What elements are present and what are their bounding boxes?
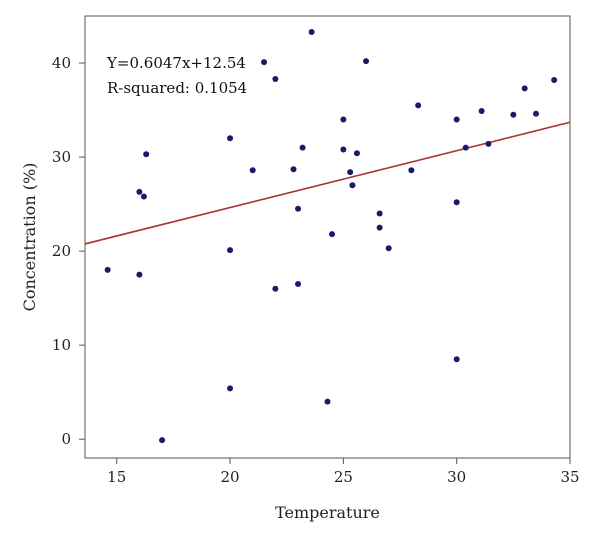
ticks-layer: 15 20 25 30 35 0 10 20 30 40 xyxy=(52,54,580,486)
data-point xyxy=(272,285,279,292)
data-point xyxy=(453,116,460,123)
y-tick-label: 20 xyxy=(52,242,71,260)
data-point xyxy=(159,437,166,444)
x-axis-title: Temperature xyxy=(275,503,380,522)
data-point xyxy=(521,85,528,92)
data-point xyxy=(136,271,143,278)
data-point xyxy=(140,193,147,200)
data-point xyxy=(347,169,354,176)
points-layer xyxy=(104,28,558,444)
data-point xyxy=(261,59,268,66)
data-point xyxy=(408,167,415,174)
data-point xyxy=(324,398,331,405)
regression-line xyxy=(84,121,571,245)
data-point xyxy=(340,146,347,153)
data-point xyxy=(227,385,234,392)
y-tick-label: 30 xyxy=(52,148,71,166)
data-point xyxy=(453,199,460,206)
data-point xyxy=(551,76,558,83)
data-point xyxy=(299,144,306,151)
x-tick-label: 35 xyxy=(560,468,579,486)
y-tick-label: 10 xyxy=(52,336,71,354)
plot-area-frame xyxy=(84,15,571,459)
x-tick-label: 20 xyxy=(220,468,239,486)
data-point xyxy=(376,210,383,217)
data-point xyxy=(249,167,256,174)
data-point xyxy=(363,58,370,65)
y-axis-title: Concentration (%) xyxy=(20,163,39,312)
data-point xyxy=(462,144,469,151)
data-point xyxy=(227,135,234,142)
data-point xyxy=(295,281,302,288)
data-point xyxy=(227,247,234,254)
data-point xyxy=(143,151,150,158)
data-point xyxy=(290,166,297,173)
data-point xyxy=(385,245,392,252)
y-tick-label: 40 xyxy=(52,54,71,72)
data-point xyxy=(453,356,460,363)
data-point xyxy=(329,231,336,238)
data-point xyxy=(415,102,422,109)
data-point xyxy=(308,28,315,35)
x-tick-label: 25 xyxy=(334,468,353,486)
data-point xyxy=(349,182,356,189)
data-point xyxy=(295,205,302,212)
y-tick-label: 0 xyxy=(61,430,71,448)
x-tick-label: 30 xyxy=(447,468,466,486)
r-squared-label: R-squared: 0.1054 xyxy=(107,79,247,97)
data-point xyxy=(533,110,540,117)
data-point xyxy=(510,111,517,118)
data-point xyxy=(353,150,360,157)
data-point xyxy=(478,107,485,114)
data-point xyxy=(340,116,347,123)
data-point xyxy=(376,224,383,231)
data-point xyxy=(485,140,492,147)
data-point xyxy=(136,188,143,195)
regression-equation: Y=0.6047x+12.54 xyxy=(106,54,246,72)
data-point xyxy=(272,76,279,83)
x-tick-label: 15 xyxy=(107,468,126,486)
data-point xyxy=(104,266,111,273)
